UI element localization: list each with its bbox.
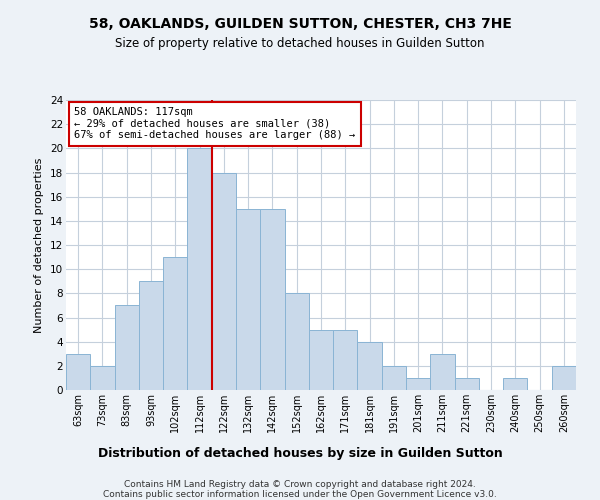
Bar bbox=[163, 257, 187, 390]
Bar bbox=[503, 378, 527, 390]
Bar bbox=[333, 330, 358, 390]
Bar bbox=[236, 209, 260, 390]
Bar bbox=[406, 378, 430, 390]
Text: Contains public sector information licensed under the Open Government Licence v3: Contains public sector information licen… bbox=[103, 490, 497, 499]
Text: 58 OAKLANDS: 117sqm
← 29% of detached houses are smaller (38)
67% of semi-detach: 58 OAKLANDS: 117sqm ← 29% of detached ho… bbox=[74, 108, 356, 140]
Bar bbox=[358, 342, 382, 390]
Bar bbox=[455, 378, 479, 390]
Y-axis label: Number of detached properties: Number of detached properties bbox=[34, 158, 44, 332]
Bar bbox=[382, 366, 406, 390]
Text: 58, OAKLANDS, GUILDEN SUTTON, CHESTER, CH3 7HE: 58, OAKLANDS, GUILDEN SUTTON, CHESTER, C… bbox=[89, 18, 511, 32]
Bar bbox=[66, 354, 90, 390]
Bar bbox=[115, 306, 139, 390]
Bar bbox=[430, 354, 455, 390]
Bar bbox=[552, 366, 576, 390]
Bar bbox=[187, 148, 212, 390]
Text: Distribution of detached houses by size in Guilden Sutton: Distribution of detached houses by size … bbox=[98, 448, 502, 460]
Bar bbox=[139, 281, 163, 390]
Bar bbox=[309, 330, 333, 390]
Bar bbox=[212, 172, 236, 390]
Bar bbox=[260, 209, 284, 390]
Text: Size of property relative to detached houses in Guilden Sutton: Size of property relative to detached ho… bbox=[115, 38, 485, 51]
Text: Contains HM Land Registry data © Crown copyright and database right 2024.: Contains HM Land Registry data © Crown c… bbox=[124, 480, 476, 489]
Bar bbox=[284, 294, 309, 390]
Bar bbox=[90, 366, 115, 390]
